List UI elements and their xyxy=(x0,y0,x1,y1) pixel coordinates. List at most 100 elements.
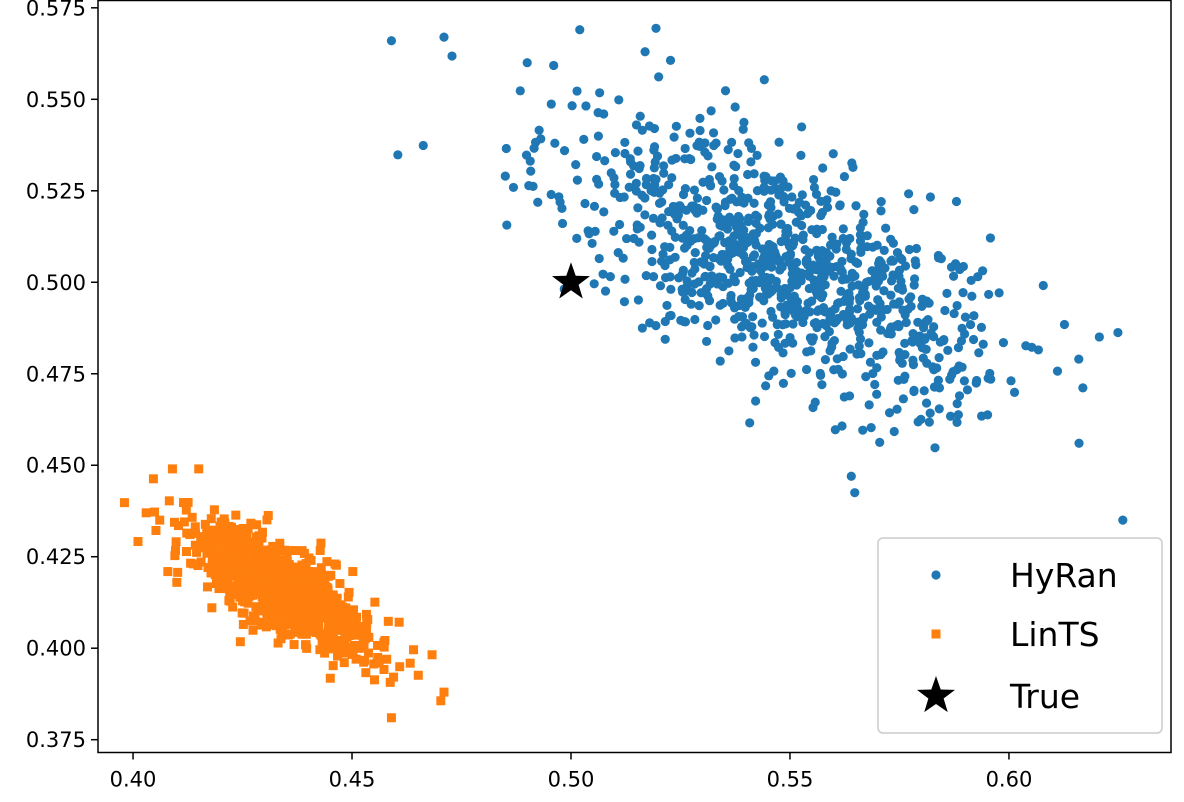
point-hyran xyxy=(730,333,740,343)
point-hyran xyxy=(759,296,769,306)
point-hyran xyxy=(934,353,944,363)
point-hyran xyxy=(951,196,962,207)
point-lints xyxy=(348,605,358,615)
point-hyran xyxy=(622,233,632,244)
point-hyran xyxy=(502,220,512,230)
y-tick-label: 0.525 xyxy=(26,179,86,203)
point-hyran xyxy=(921,344,931,354)
point-hyran xyxy=(901,317,911,328)
point-hyran xyxy=(764,371,774,381)
point-hyran xyxy=(757,318,767,328)
point-lints xyxy=(298,618,308,628)
point-hyran xyxy=(1038,280,1048,291)
point-lints xyxy=(339,658,349,668)
point-lints xyxy=(405,658,415,668)
point-hyran xyxy=(761,246,771,257)
point-lints xyxy=(335,579,345,589)
point-hyran xyxy=(846,471,856,481)
point-hyran xyxy=(878,271,888,281)
point-lints xyxy=(270,608,280,618)
point-hyran xyxy=(736,248,746,258)
point-hyran xyxy=(884,408,895,418)
point-lints xyxy=(290,573,300,583)
point-lints xyxy=(217,530,227,540)
point-hyran xyxy=(550,138,560,148)
point-hyran xyxy=(881,223,891,233)
point-lints xyxy=(439,687,449,697)
point-lints xyxy=(262,608,272,618)
point-hyran xyxy=(845,316,856,326)
point-hyran xyxy=(724,346,734,356)
point-lints xyxy=(330,559,340,569)
point-lints xyxy=(272,570,282,580)
point-lints xyxy=(235,637,245,647)
point-hyran xyxy=(832,354,842,364)
point-lints xyxy=(280,555,290,565)
point-hyran xyxy=(675,201,685,211)
point-true xyxy=(551,262,591,299)
point-hyran xyxy=(954,391,965,401)
point-hyran xyxy=(839,171,850,182)
point-hyran xyxy=(546,99,556,109)
y-tick-label: 0.425 xyxy=(26,545,86,569)
point-hyran xyxy=(710,237,720,247)
point-hyran xyxy=(660,242,670,252)
point-hyran xyxy=(886,322,896,332)
point-lints xyxy=(242,548,252,558)
point-lints xyxy=(192,547,202,557)
point-hyran xyxy=(856,349,866,359)
point-hyran xyxy=(921,398,932,408)
point-lints xyxy=(141,508,151,518)
point-hyran xyxy=(764,209,774,220)
point-lints xyxy=(427,650,437,660)
point-lints xyxy=(336,648,346,658)
point-lints xyxy=(361,668,371,678)
point-lints xyxy=(311,627,321,637)
point-hyran xyxy=(759,182,769,192)
point-hyran xyxy=(838,309,848,320)
point-lints xyxy=(320,648,330,658)
x-tick-label: 0.55 xyxy=(767,768,814,792)
point-lints xyxy=(326,623,336,633)
point-lints xyxy=(224,521,234,531)
point-lints xyxy=(338,626,348,635)
y-tick-label: 0.575 xyxy=(26,0,86,20)
point-hyran xyxy=(682,281,692,291)
point-hyran xyxy=(900,310,910,320)
point-lints xyxy=(338,617,348,627)
point-hyran xyxy=(571,160,581,170)
point-hyran xyxy=(580,198,590,209)
point-lints xyxy=(236,589,246,599)
point-hyran xyxy=(918,353,928,363)
point-hyran xyxy=(575,25,585,35)
point-lints xyxy=(320,643,330,653)
point-lints xyxy=(181,547,191,557)
point-hyran xyxy=(720,86,731,96)
point-lints xyxy=(231,510,241,520)
point-hyran xyxy=(714,172,725,182)
point-hyran xyxy=(727,236,737,246)
point-hyran xyxy=(648,272,659,282)
point-hyran xyxy=(681,205,692,215)
point-hyran xyxy=(687,287,697,298)
point-hyran xyxy=(859,209,869,219)
point-lints xyxy=(257,559,267,569)
point-hyran xyxy=(628,161,639,171)
point-hyran xyxy=(592,151,602,162)
point-hyran xyxy=(631,178,641,188)
y-tick-label: 0.475 xyxy=(26,362,86,386)
point-lints xyxy=(181,505,191,515)
point-hyran xyxy=(647,256,657,267)
point-hyran xyxy=(557,218,568,229)
point-lints xyxy=(231,552,241,562)
legend-label-true: True xyxy=(1009,677,1080,716)
point-hyran xyxy=(637,125,647,135)
point-lints xyxy=(251,569,261,579)
point-hyran xyxy=(871,305,881,315)
point-hyran xyxy=(959,376,969,386)
point-hyran xyxy=(788,303,798,313)
point-hyran xyxy=(749,330,759,340)
point-hyran xyxy=(703,320,713,331)
point-lints xyxy=(257,533,267,543)
point-lints xyxy=(328,606,338,616)
